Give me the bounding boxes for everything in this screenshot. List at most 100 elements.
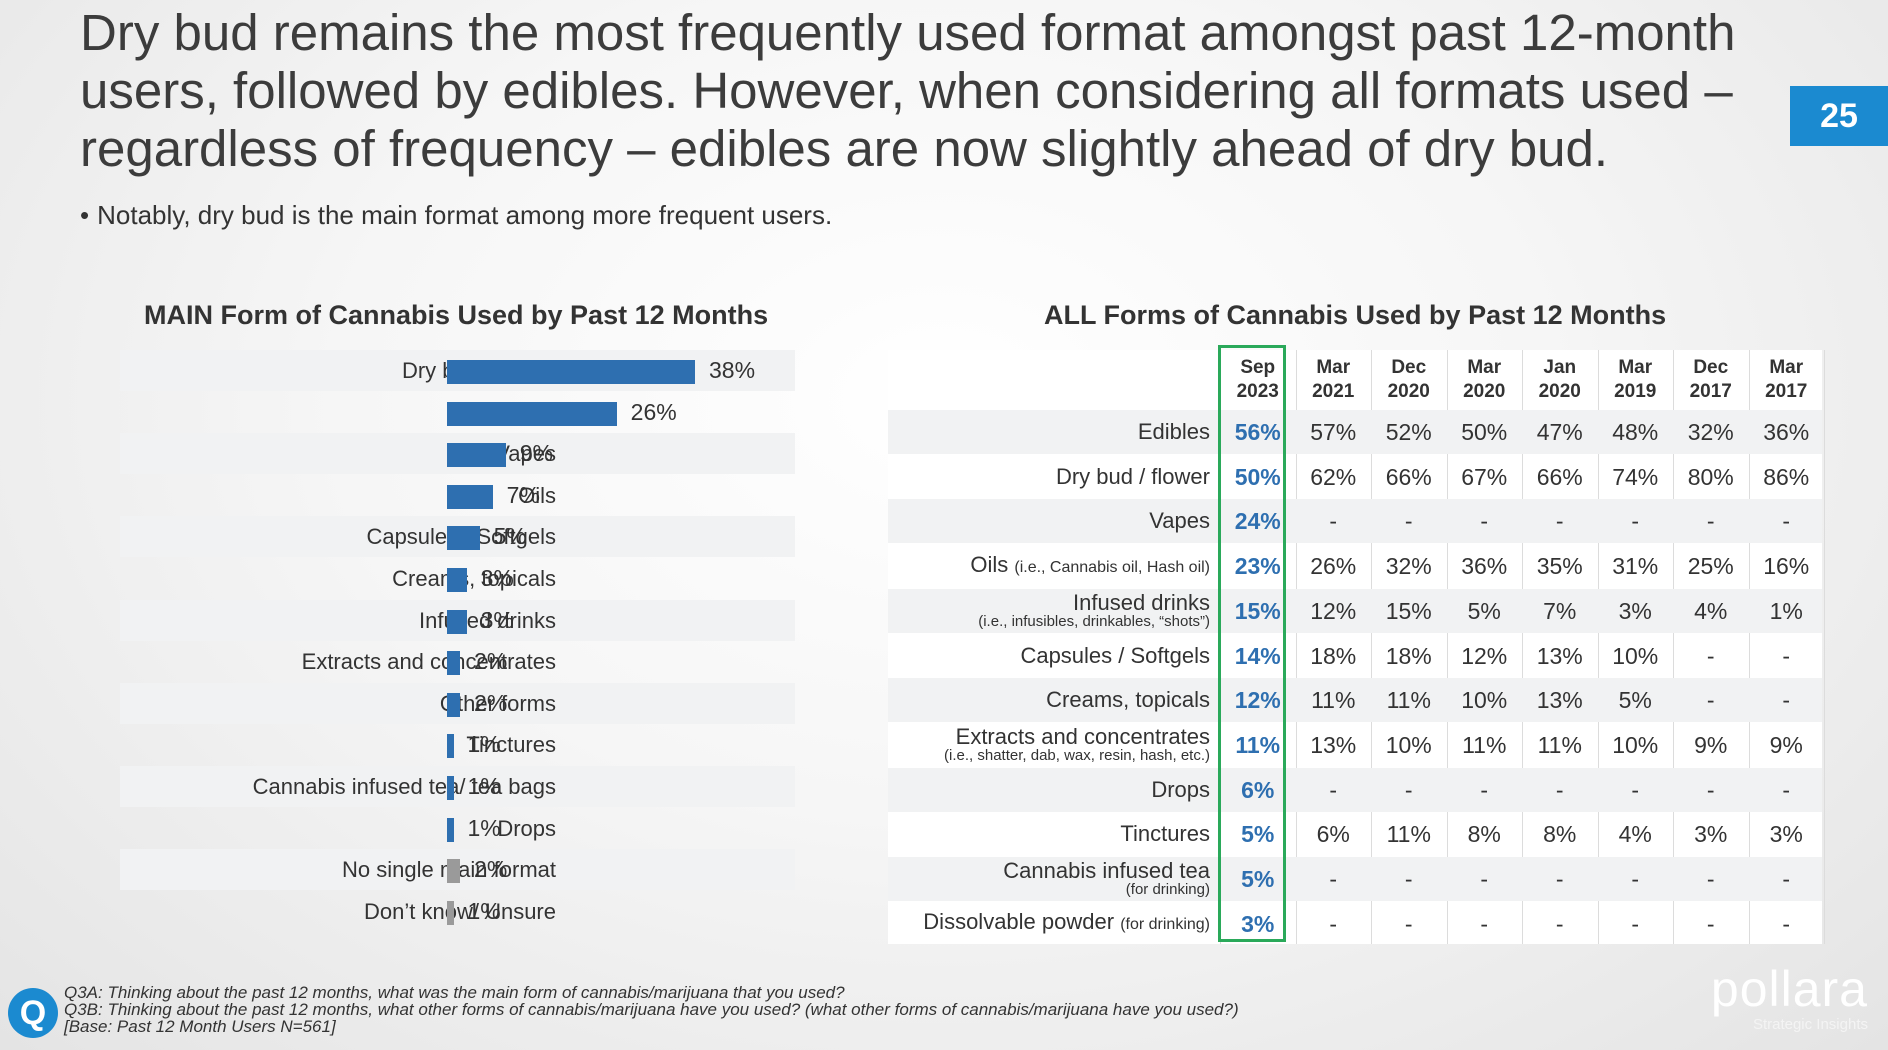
value-cell: - [1296,902,1372,946]
column-header-month: Sep [1220,356,1296,380]
highlight-value-cell: 5% [1220,812,1296,856]
value-cell: 15% [1371,589,1447,633]
value-cell: 13% [1296,723,1372,767]
value-cell: - [1749,902,1825,946]
column-header: Mar 2020 [1447,356,1523,408]
value-cell: 3% [1598,589,1674,633]
value-cell: 16% [1749,544,1825,588]
row-label-subtext: (for drinking) [1126,882,1210,898]
bar [447,693,460,717]
value-cell: 11% [1522,723,1598,767]
footnote-q3b: Q3B: Thinking about the past 12 months, … [64,1001,1239,1018]
table-row: Extracts and concentrates (i.e., shatter,… [888,723,1822,767]
highlight-value-cell: 11% [1220,723,1296,767]
q-logo-icon: Q [8,988,58,1038]
value-cell: 3% [1749,812,1825,856]
column-header-year: 2019 [1598,380,1674,404]
column-header-year: 2020 [1522,380,1598,404]
highlight-value-cell: 5% [1220,857,1296,901]
value-cell: 52% [1371,410,1447,454]
highlight-value-cell: 14% [1220,634,1296,678]
column-header: Mar 2019 [1598,356,1674,408]
brand-name: pollara [1711,962,1868,1016]
table-row: Tinctures 5% 6% 11% 8% 8% 4% 3% 3% [888,812,1822,856]
value-cell: 74% [1598,455,1674,499]
column-header-month: Mar [1296,356,1372,380]
row-label-cell: Vapes [888,499,1216,543]
row-label-text: Capsules / Softgels [1020,645,1210,667]
row-label-cell: Capsules / Softgels [888,634,1216,678]
bar-value-label: 1% [468,724,501,765]
bar-row: Drops 1% [120,808,795,849]
bar-value-label: 3% [481,600,514,641]
value-cell: - [1296,499,1372,543]
value-cell: 13% [1522,678,1598,722]
row-label-main: Creams, topicals [1046,687,1210,712]
row-label: Drops [890,768,1210,812]
column-header-month: Dec [1673,356,1749,380]
row-label-text: Creams, topicals [1046,689,1210,711]
value-cell: 32% [1673,410,1749,454]
value-cell: - [1371,768,1447,812]
value-cell: 7% [1522,589,1598,633]
bar-row: Dry bud / flower38% [120,350,795,391]
row-label-text: Dry bud / flower [1056,466,1210,488]
bar-value-label: 2% [474,641,507,682]
value-cell: - [1296,857,1372,901]
value-cell: - [1673,902,1749,946]
value-cell: 5% [1447,589,1523,633]
row-label-main: Vapes [1149,508,1210,533]
bar [447,568,467,592]
value-cell: 11% [1371,678,1447,722]
value-cell: 10% [1447,678,1523,722]
value-cell: - [1447,499,1523,543]
value-cell: 36% [1749,410,1825,454]
bullet-dot-icon: • [80,200,89,230]
table-row: Drops 6% - - - - - - - [888,768,1822,812]
value-cell: 9% [1673,723,1749,767]
value-cell: - [1371,857,1447,901]
value-cell: 66% [1522,455,1598,499]
table-row: Infused drinks (i.e., infusibles, drinkab… [888,589,1822,633]
column-header-year: 2023 [1220,380,1296,404]
column-header-year: 2020 [1371,380,1447,404]
column-header: Mar 2021 [1296,356,1372,408]
highlight-value-cell: 56% [1220,410,1296,454]
value-cell: - [1673,768,1749,812]
row-label-cell: Tinctures [888,812,1216,856]
value-cell: 10% [1598,723,1674,767]
value-cell: 86% [1749,455,1825,499]
value-cell: 11% [1447,723,1523,767]
main-form-chart-title: MAIN Form of Cannabis Used by Past 12 Mo… [144,300,768,331]
brand-tagline: Strategic Insights [1711,1016,1868,1033]
value-cell: 18% [1296,634,1372,678]
bar-value-label: 5% [494,516,527,557]
value-cell: - [1522,857,1598,901]
bar [447,526,480,550]
value-cell: - [1749,857,1825,901]
row-label: Creams, topicals [890,678,1210,722]
row-label-text: Edibles [1138,421,1210,443]
row-label-main: Edibles [1138,419,1210,444]
column-header-month: Mar [1447,356,1523,380]
column-header-month: Jan [1522,356,1598,380]
row-label-text: Extracts and concentrates [956,726,1210,748]
value-cell: - [1296,768,1372,812]
bar-row: Don’t know/ Unsure 1% [120,891,795,932]
row-label-text: Oils (i.e., Cannabis oil, Hash oil) [970,554,1210,579]
value-cell: 50% [1447,410,1523,454]
value-cell: - [1522,768,1598,812]
bar-value-label: 2% [474,683,507,724]
row-label-main: Cannabis infused tea [1003,858,1210,883]
bar-value-label: 1% [468,891,501,932]
bar-category-label: Creams, topicals [392,558,556,599]
value-cell: 35% [1522,544,1598,588]
column-header-year: 2017 [1673,380,1749,404]
page-headline: Dry bud remains the most frequently used… [80,4,1780,178]
bar-row: No single main format 2% [120,849,795,890]
value-cell: 11% [1296,678,1372,722]
row-label-cell: Infused drinks (i.e., infusibles, drinkab… [888,589,1216,633]
row-label-text: Tinctures [1120,823,1210,845]
bar [447,360,695,384]
